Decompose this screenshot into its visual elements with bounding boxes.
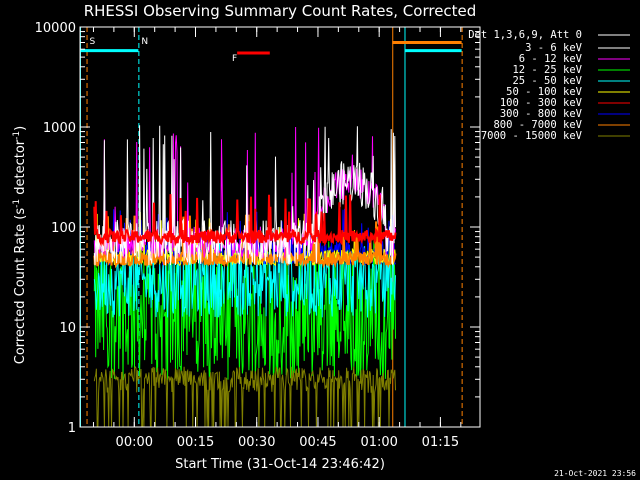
y-tick-label-2: 100	[51, 221, 76, 236]
y-tick-label-3: 1000	[43, 121, 76, 136]
series-line-8	[93, 365, 396, 427]
x-tick-label-1: 00:15	[177, 435, 214, 450]
status-bars	[80, 40, 462, 55]
legend-entry-3: 25 - 50 keV	[512, 75, 582, 87]
legend-entry-6: 300 - 800 keV	[500, 108, 583, 120]
x-tick-label-0: 00:00	[116, 435, 153, 450]
x-tick-label-5: 01:15	[422, 435, 459, 450]
y-tick-label-1: 10	[59, 321, 76, 336]
chart-title: RHESSI Observing Summary Count Rates, Co…	[84, 2, 477, 20]
legend-entry-7: 800 - 7000 keV	[493, 119, 582, 131]
series-line-2	[93, 237, 396, 381]
x-tick-label-4: 01:00	[360, 435, 397, 450]
y-axis-label-end: )	[13, 126, 28, 131]
series-line-3	[93, 226, 396, 318]
y-axis-label-mid: detector	[13, 139, 28, 199]
y-tick-label-4: 10000	[35, 21, 76, 36]
legend-entry-0: 3 - 6 keV	[525, 42, 583, 54]
legend-entry-2: 12 - 25 keV	[512, 64, 582, 76]
series-line-5	[93, 194, 397, 248]
flag-annotations: S N F	[90, 37, 238, 64]
y-axis-label-main: Corrected Count Rate (s	[13, 208, 28, 365]
legend-title: Det 1,3,6,9, Att 0	[468, 29, 582, 41]
legend-entry-8: 7000 - 15000 keV	[481, 130, 583, 142]
x-axis-label: Start Time (31-Oct-14 23:46:42)	[175, 457, 385, 472]
annotation-s: S	[90, 37, 96, 47]
plot-axes: 1 10 100 1000 10000 00:00 00:15 00:30 00:45 01:00…	[35, 21, 481, 450]
y-axis-label-sup: -1	[12, 199, 22, 208]
y-axis-label: Corrected Count Rate (s-1 detector-1)	[12, 126, 28, 364]
annotation-f: F	[232, 54, 237, 64]
y-tick-label-0: 1	[68, 421, 76, 436]
x-tick-label-3: 00:45	[299, 435, 336, 450]
legend-entry-4: 50 - 100 keV	[506, 86, 583, 98]
footer-timestamp: 21-Oct-2021 23:56	[554, 469, 636, 478]
legend-entry-1: 6 - 12 keV	[519, 53, 583, 65]
annotation-n: N	[141, 37, 148, 47]
series-line-7	[93, 214, 397, 269]
x-tick-label-2: 00:30	[238, 435, 275, 450]
data-series	[93, 125, 397, 427]
y-axis-label-sup2: -1	[12, 131, 22, 140]
legend-entry-5: 100 - 300 keV	[500, 97, 583, 109]
